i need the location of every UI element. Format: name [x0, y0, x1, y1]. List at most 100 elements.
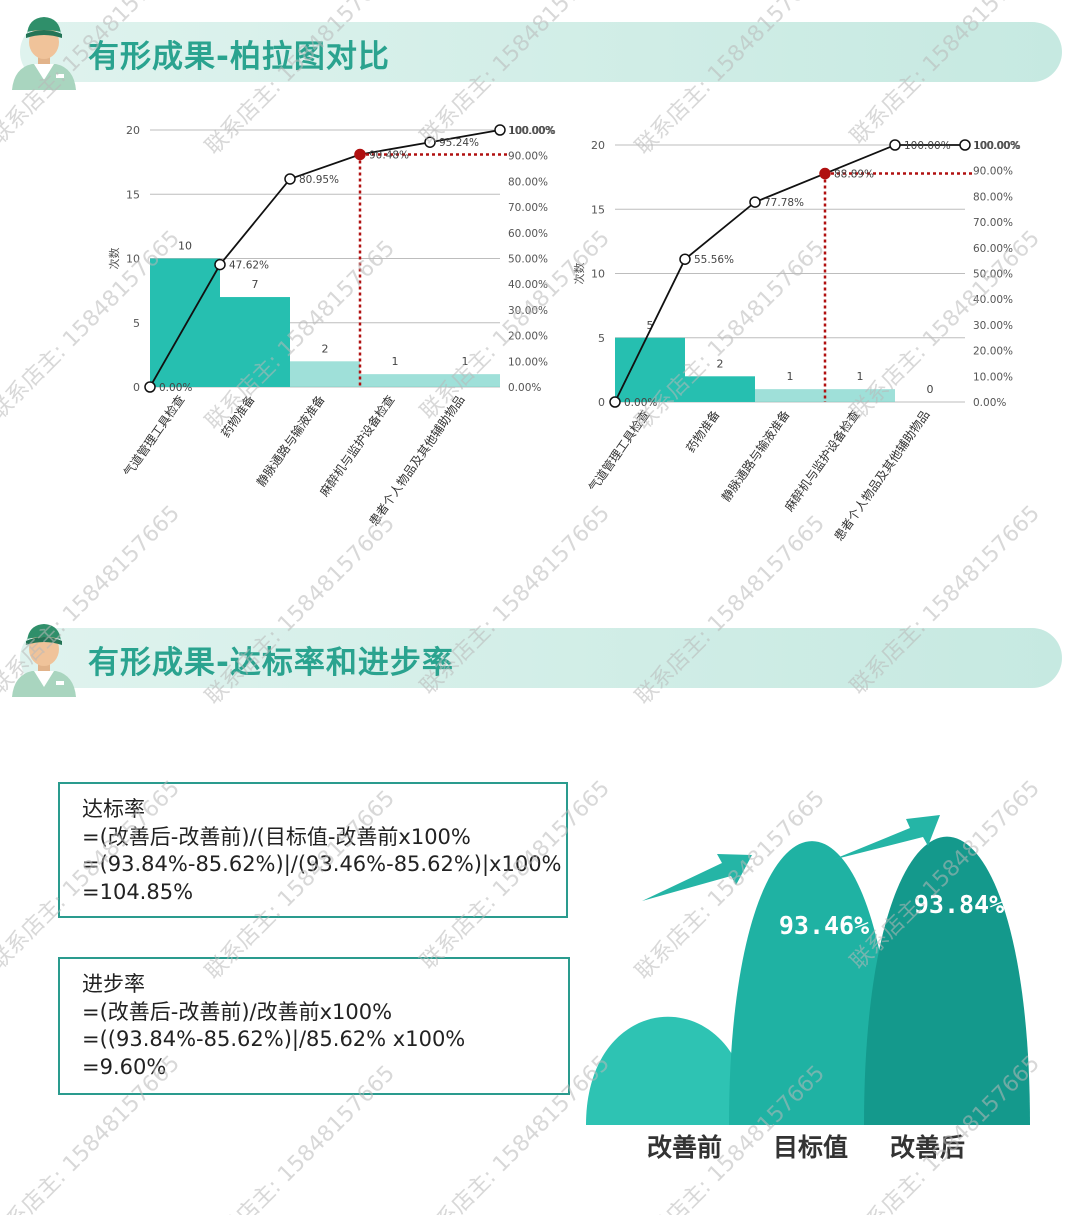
category-label: 麻醉机与监护设备检查 — [781, 407, 862, 514]
bar-value-label: 2 — [322, 342, 329, 355]
cumulative-label: 0.00% — [159, 382, 192, 394]
cumulative-label: 0.00% — [624, 397, 657, 409]
bar-value-label: 10 — [178, 240, 192, 253]
y2-tick-label: 30.00% — [508, 305, 548, 317]
bar — [430, 374, 500, 387]
bar — [220, 297, 290, 387]
cumulative-point — [494, 124, 506, 136]
y2-tick-label: 90.00% — [973, 166, 1013, 178]
improvement-rate-calculation: =((93.84%-85.62%)|/85.62% x100% — [82, 1027, 466, 1051]
y-tick-label: 20 — [126, 124, 140, 137]
arrow-icon — [832, 815, 940, 860]
y2-tick-label: 70.00% — [508, 202, 548, 214]
section1-banner: 有形成果-柏拉图对比 — [20, 22, 1062, 82]
y2-tick-label: 10.00% — [508, 356, 548, 368]
mound — [864, 836, 1030, 1125]
y2-tick-label: 40.00% — [508, 279, 548, 291]
cumulative-point — [889, 139, 901, 151]
bar-value-label: 2 — [717, 357, 724, 370]
mound — [729, 841, 895, 1125]
y2-tick-label: 20.00% — [973, 346, 1013, 358]
mound-value-label: 93.46% — [779, 911, 869, 940]
cumulative-label: 47.62% — [229, 260, 269, 272]
cumulative-point — [214, 258, 226, 271]
bar-value-label: 1 — [787, 370, 794, 383]
y2-tick-label: 60.00% — [973, 243, 1013, 255]
y-axis-label: 次数 — [572, 263, 586, 285]
compliance-rate-box: 达标率 =(改善后-改善前)/(目标值-改善前x100% =(93.84%-85… — [58, 782, 568, 918]
bar — [360, 374, 430, 387]
compliance-rate-formula: =(改善后-改善前)/(目标值-改善前x100% — [82, 824, 471, 849]
bar-value-label: 0 — [927, 383, 934, 396]
cumulative-label: 100.00% — [904, 140, 951, 152]
cumulative-label: 90.48% — [369, 149, 409, 161]
compliance-rate-title: 达标率 — [82, 797, 145, 821]
y2-tick-label: 60.00% — [508, 228, 548, 240]
y2-tick-label: 0.00% — [973, 397, 1006, 409]
y2-tick-label: 100.00% — [508, 125, 555, 137]
y2-tick-label: 10.00% — [973, 371, 1013, 383]
section2-banner: 有形成果-达标率和进步率 — [20, 628, 1062, 688]
cumulative-point — [819, 167, 831, 180]
bar-value-label: 1 — [857, 370, 864, 383]
y2-tick-label: 100.00% — [973, 140, 1020, 152]
cumulative-label: 100.00% — [974, 140, 1021, 152]
cumulative-point — [609, 396, 621, 408]
bar — [685, 376, 755, 402]
improvement-rate-result: =9.60% — [82, 1054, 167, 1079]
y2-tick-label: 50.00% — [508, 254, 548, 266]
y-tick-label: 0 — [133, 381, 140, 394]
improvement-rate-title: 进步率 — [82, 972, 145, 996]
cumulative-point — [424, 136, 436, 148]
y2-tick-label: 80.00% — [973, 191, 1013, 203]
category-label: 气道管理工具检查 — [120, 392, 187, 479]
compliance-rate-result: =104.85% — [82, 879, 194, 904]
avatar-icon — [12, 624, 76, 697]
pareto-chart-before-svg: 051015200.00%10.00%20.00%30.00%40.00%50.… — [107, 124, 556, 529]
cumulative-label: 55.56% — [694, 254, 734, 266]
y2-tick-label: 50.00% — [973, 269, 1013, 281]
y-axis-label: 次数 — [107, 248, 121, 270]
mound-label-target: 目标值 — [773, 1133, 849, 1162]
y-tick-label: 5 — [598, 332, 605, 345]
avatar-icon — [12, 17, 76, 90]
bar — [755, 389, 825, 402]
cumulative-point — [679, 253, 691, 265]
category-label: 静脉通路与输液准备 — [253, 392, 327, 489]
category-label: 麻醉机与监护设备检查 — [316, 392, 397, 499]
bar-value-label: 1 — [462, 355, 469, 368]
section2-title: 有形成果-达标率和进步率 — [88, 645, 454, 681]
y2-tick-label: 40.00% — [973, 294, 1013, 306]
y-tick-label: 10 — [591, 268, 605, 281]
y-tick-label: 20 — [591, 139, 605, 152]
y-tick-label: 15 — [591, 203, 605, 216]
compliance-rate-calculation: =(93.84%-85.62%)|/(93.46%-85.62%)|x100% — [82, 852, 562, 876]
category-label: 药物准备 — [683, 408, 722, 455]
mound-label-after: 改善后 — [890, 1133, 966, 1162]
y-tick-label: 10 — [126, 253, 140, 266]
arrow-icon — [642, 854, 752, 901]
cumulative-label: 80.95% — [299, 174, 339, 186]
category-label: 药物准备 — [218, 393, 257, 440]
cumulative-label: 77.78% — [764, 197, 804, 209]
pareto-chart-before: 0 5 10 15 20 0.00% 10.00% 20.00% 30.00% 40.00% 50.… — [100, 110, 570, 554]
bar-value-label: 1 — [392, 355, 399, 368]
cumulative-label: 95.24% — [439, 137, 479, 149]
bar — [825, 389, 895, 402]
mound — [586, 1016, 750, 1125]
y2-tick-label: 30.00% — [973, 320, 1013, 332]
cumulative-line — [614, 144, 965, 403]
cumulative-point — [959, 139, 971, 151]
improvement-rate-formula: =(改善后-改善前)/改善前x100% — [82, 999, 393, 1024]
mound-label-before: 改善前 — [647, 1133, 723, 1162]
y2-tick-label: 20.00% — [508, 331, 548, 343]
mound-value-label: 93.84% — [914, 890, 1004, 919]
mound-value-label: 85.62% — [635, 974, 725, 1003]
pareto-chart-after-svg: 051015200.00%10.00%20.00%30.00%40.00%50.… — [572, 139, 1021, 544]
cumulative-point — [284, 173, 296, 185]
category-label: 静脉通路与输液准备 — [718, 407, 792, 504]
y2-tick-label: 70.00% — [973, 217, 1013, 229]
cumulative-label: 100.00% — [509, 125, 556, 137]
cumulative-point — [749, 196, 761, 208]
y-tick-label: 5 — [133, 317, 140, 330]
